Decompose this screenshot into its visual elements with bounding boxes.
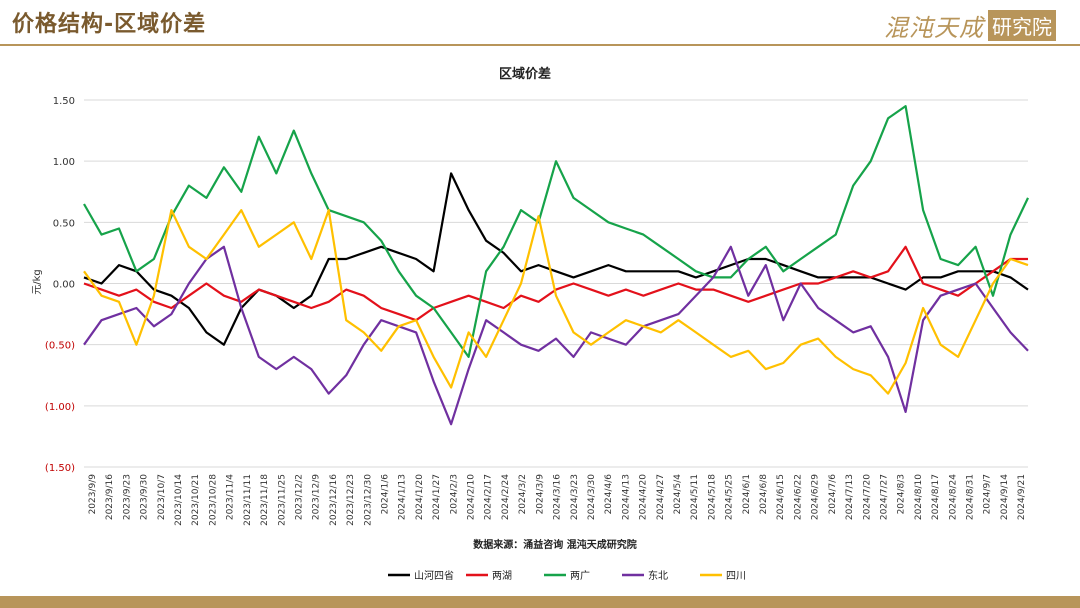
x-tick-label: 2023/10/7 <box>157 474 167 520</box>
x-tick-label: 2023/10/28 <box>208 474 218 526</box>
x-tick-label: 2024/3/23 <box>570 474 580 520</box>
x-tick-label: 2023/12/2 <box>294 474 304 520</box>
x-tick-label: 2024/7/6 <box>828 474 838 515</box>
x-tick-label: 2023/11/18 <box>260 474 270 526</box>
y-tick-label: 1.50 <box>53 96 75 107</box>
series-line <box>83 104 1029 358</box>
x-tick-label: 2024/9/14 <box>1000 474 1010 520</box>
x-tick-label: 2023/10/21 <box>191 474 201 526</box>
y-tick-label: 0.00 <box>53 280 75 291</box>
series-line <box>83 245 1029 426</box>
x-tick-label: 2024/7/13 <box>845 474 855 520</box>
x-tick-label: 2024/3/16 <box>553 474 563 520</box>
x-tick-label: 2024/5/4 <box>673 474 683 515</box>
y-tick-label: 1.00 <box>53 157 75 168</box>
y-tick-label: (1.00) <box>45 402 75 413</box>
x-tick-label: 2024/2/24 <box>501 474 511 520</box>
series-line <box>83 209 1029 395</box>
x-tick-label: 2023/9/16 <box>105 474 115 520</box>
series-line <box>83 172 1029 346</box>
y-tick-label: (1.50) <box>45 463 75 474</box>
y-tick-label: 0.50 <box>53 218 75 229</box>
x-tick-label: 2023/11/11 <box>243 474 253 526</box>
x-tick-label: 2024/1/27 <box>432 474 442 520</box>
y-tick-label: (0.50) <box>45 341 75 352</box>
x-tick-label: 2023/12/30 <box>363 474 373 526</box>
x-tick-label: 2024/5/11 <box>690 474 700 520</box>
brand-suffix: 研究院 <box>988 10 1056 41</box>
chart-title: 区域价差 <box>499 66 551 82</box>
x-tick-label: 2024/7/20 <box>862 474 872 520</box>
x-tick-label: 2024/4/6 <box>604 474 614 515</box>
brand-name: 混沌天成 <box>884 14 984 42</box>
x-tick-label: 2024/1/6 <box>381 474 391 515</box>
x-tick-label: 2024/4/20 <box>639 474 649 520</box>
x-tick-label: 2024/5/18 <box>707 474 717 520</box>
x-tick-label: 2024/7/27 <box>879 474 889 520</box>
x-tick-label: 2024/3/2 <box>518 474 528 514</box>
x-tick-label: 2024/8/3 <box>897 474 907 514</box>
x-tick-label: 2024/1/13 <box>398 474 408 520</box>
x-tick-label: 2023/11/25 <box>277 474 287 526</box>
x-tick-label: 2024/8/24 <box>948 474 958 520</box>
x-tick-label: 2024/5/25 <box>725 474 735 520</box>
header-divider <box>0 44 1080 46</box>
source-note: 数据来源：涌益咨询 混沌天成研究院 <box>473 538 636 551</box>
x-tick-label: 2024/8/31 <box>966 474 976 520</box>
legend-label: 东北 <box>648 569 668 582</box>
x-tick-label: 2024/4/13 <box>621 474 631 520</box>
x-tick-label: 2024/9/7 <box>983 474 993 514</box>
x-tick-label: 2024/3/30 <box>587 474 597 520</box>
x-tick-label: 2023/9/30 <box>140 474 150 520</box>
footer-bar <box>0 596 1080 608</box>
legend-label: 山河四省 <box>414 569 454 582</box>
y-tick-labels: 1.50 1.00 0.50 0.00 (0.50) (1.00) (1.50) <box>45 96 75 474</box>
x-tick-label: 2024/6/29 <box>811 474 821 520</box>
x-tick-label: 2024/6/8 <box>759 474 769 515</box>
x-tick-label: 2023/9/23 <box>122 474 132 520</box>
legend-label: 两湖 <box>492 570 512 582</box>
x-tick-label: 2024/1/20 <box>415 474 425 520</box>
x-tick-label: 2023/10/14 <box>174 474 184 526</box>
series-line <box>83 245 1028 322</box>
x-tick-label: 2024/8/17 <box>931 474 941 520</box>
x-tick-label: 2024/4/27 <box>656 474 666 520</box>
legend-label: 四川 <box>726 571 746 582</box>
legend-label: 两广 <box>570 570 590 582</box>
x-tick-labels: 2023/9/9 2023/9/16 2023/9/23 2023/9/30 2023/… <box>88 474 1027 526</box>
x-tick-label: 2024/2/10 <box>467 474 477 520</box>
chart-legend: 山河四省 两湖 两广 东北 四川 <box>388 569 746 582</box>
brand-logo: 混沌天成 研究院 <box>884 8 1056 43</box>
x-tick-label: 2024/6/15 <box>776 474 786 520</box>
y-axis-label: 元/kg <box>32 269 43 295</box>
x-tick-label: 2024/2/17 <box>484 474 494 520</box>
x-tick-label: 2024/2/3 <box>449 474 459 514</box>
x-tick-label: 2024/8/10 <box>914 474 924 520</box>
x-tick-label: 2023/9/9 <box>88 474 98 515</box>
x-tick-label: 2024/3/9 <box>535 474 545 515</box>
series-lines <box>83 104 1029 426</box>
x-tick-label: 2024/9/21 <box>1017 474 1027 520</box>
x-tick-label: 2023/12/16 <box>329 474 339 526</box>
x-tick-label: 2023/12/23 <box>346 474 356 526</box>
x-tick-label: 2024/6/22 <box>793 474 803 520</box>
x-tick-label: 2024/6/1 <box>742 474 752 514</box>
x-tick-label: 2023/11/4 <box>226 474 236 520</box>
page-title: 价格结构-区域价差 <box>12 12 207 37</box>
x-tick-label: 2023/12/9 <box>312 474 322 520</box>
